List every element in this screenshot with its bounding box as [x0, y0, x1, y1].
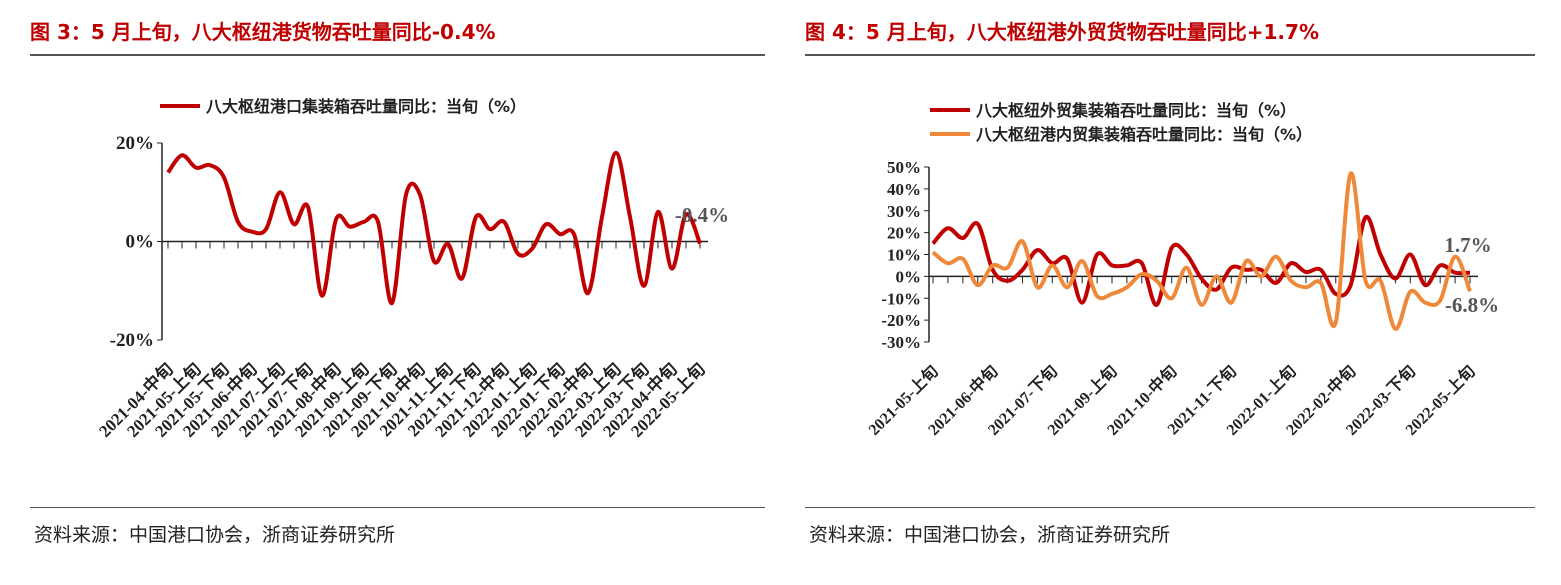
- y-tick-label: 50%: [887, 158, 921, 177]
- legend-label: 八大枢纽港内贸集装箱吞吐量同比：当旬（%）: [975, 125, 1312, 144]
- chart-4: 50%40%30%20%10%0%-10%-20%-30%2021-05-上旬2…: [864, 101, 1499, 439]
- title-divider: [30, 54, 765, 56]
- figure-4-source: 资料来源：中国港口协会，浙商证券研究所: [809, 524, 1171, 546]
- source-divider: [30, 507, 765, 508]
- figure-4-panel: 图 4：5 月上旬，八大枢纽港外贸货物吞吐量同比+1.7% 资料来源：中国港口协…: [805, 0, 1535, 585]
- y-tick-label: -30%: [881, 333, 921, 352]
- y-tick-label: 20%: [116, 133, 154, 154]
- data-label: -6.8%: [1445, 293, 1499, 317]
- y-tick-label: -20%: [110, 330, 154, 351]
- y-tick-label: 30%: [887, 202, 921, 221]
- series-line-1: [931, 171, 1472, 331]
- y-tick-label: 0%: [896, 267, 922, 286]
- y-tick-label: -20%: [881, 311, 921, 330]
- legend-label: 八大枢纽港口集装箱吞吐量同比：当旬（%）: [205, 97, 526, 116]
- title-divider: [805, 54, 1535, 56]
- y-tick-label: -10%: [881, 289, 921, 308]
- data-label: -0.4%: [675, 203, 729, 227]
- figure-4-title: 图 4：5 月上旬，八大枢纽港外贸货物吞吐量同比+1.7%: [805, 20, 1319, 44]
- figure-3-source: 资料来源：中国港口协会，浙商证券研究所: [34, 524, 396, 546]
- figure-3-title: 图 3：5 月上旬，八大枢纽港货物吞吐量同比-0.4%: [30, 20, 496, 44]
- legend-label: 八大枢纽外贸集装箱吞吐量同比：当旬（%）: [975, 101, 1296, 120]
- figure-3-panel: 图 3：5 月上旬，八大枢纽港货物吞吐量同比-0.4% 资料来源：中国港口协会，…: [30, 0, 765, 585]
- source-divider: [805, 507, 1535, 508]
- series-line-0: [166, 150, 702, 306]
- y-tick-label: 40%: [887, 180, 921, 199]
- y-tick-label: 20%: [887, 224, 921, 243]
- chart-3: 20%0%-20%2021-04-中旬2021-05-上旬2021-05-下旬2…: [95, 97, 730, 441]
- data-label: 1.7%: [1444, 233, 1491, 257]
- y-tick-label: 0%: [126, 232, 155, 253]
- y-tick-label: 10%: [887, 246, 921, 265]
